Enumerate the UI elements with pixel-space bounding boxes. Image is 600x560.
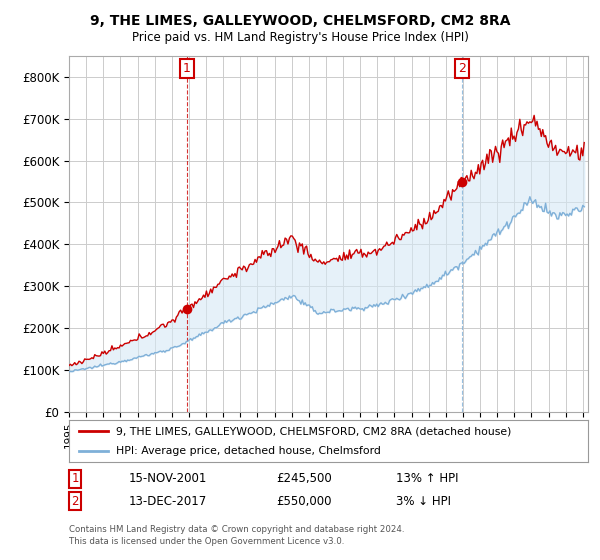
- Text: 15-NOV-2001: 15-NOV-2001: [129, 472, 208, 486]
- Text: Price paid vs. HM Land Registry's House Price Index (HPI): Price paid vs. HM Land Registry's House …: [131, 31, 469, 44]
- Text: 3% ↓ HPI: 3% ↓ HPI: [396, 494, 451, 508]
- Text: 9, THE LIMES, GALLEYWOOD, CHELMSFORD, CM2 8RA: 9, THE LIMES, GALLEYWOOD, CHELMSFORD, CM…: [90, 14, 510, 28]
- Text: 13% ↑ HPI: 13% ↑ HPI: [396, 472, 458, 486]
- Text: 1: 1: [183, 62, 191, 75]
- Text: Contains HM Land Registry data © Crown copyright and database right 2024.
This d: Contains HM Land Registry data © Crown c…: [69, 525, 404, 546]
- Text: 2: 2: [458, 62, 466, 75]
- Text: 13-DEC-2017: 13-DEC-2017: [129, 494, 207, 508]
- Text: 2: 2: [71, 494, 79, 508]
- Text: £550,000: £550,000: [276, 494, 331, 508]
- Text: £245,500: £245,500: [276, 472, 332, 486]
- Text: 9, THE LIMES, GALLEYWOOD, CHELMSFORD, CM2 8RA (detached house): 9, THE LIMES, GALLEYWOOD, CHELMSFORD, CM…: [116, 427, 511, 437]
- Text: 1: 1: [71, 472, 79, 486]
- Text: HPI: Average price, detached house, Chelmsford: HPI: Average price, detached house, Chel…: [116, 446, 380, 456]
